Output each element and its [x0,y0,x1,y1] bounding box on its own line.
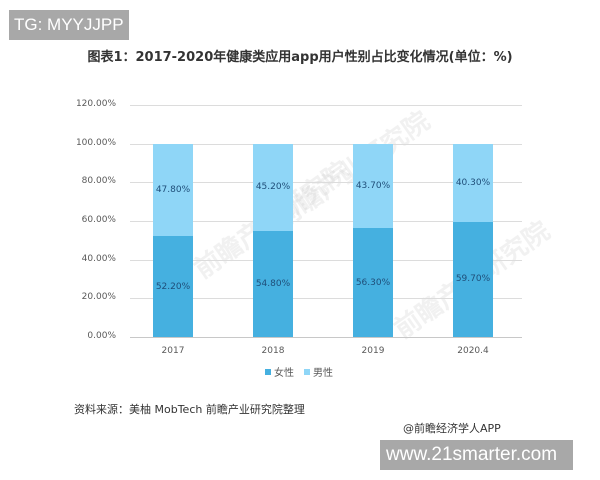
data-label: 45.20% [255,182,291,193]
bar-segment-female: 59.70% [453,221,493,337]
legend-label: 女性 [274,368,294,379]
bar-segment-female: 56.30% [353,228,393,337]
legend-item: 男性 [304,364,333,379]
gridline [130,337,522,338]
bar-segment-female: 52.20% [153,236,193,337]
data-label: 47.80% [155,184,191,195]
legend-item: 女性 [265,364,294,379]
bar-segment-male: 43.70% [353,143,393,229]
gridline [130,182,522,183]
data-label: 56.30% [355,277,391,288]
chart-legend: 女性 男性 [265,364,343,379]
bar-segment-male: 47.80% [153,143,193,237]
gridline [130,144,522,145]
y-axis-tick-label: 40.00% [81,254,116,264]
x-axis-tick-label: 2017 [161,346,185,356]
y-axis-tick-label: 80.00% [81,176,116,186]
credit-label: @前瞻经济学人APP [403,422,501,435]
gridline [130,221,522,222]
site-watermark-label: www.21smarter.com [380,440,573,470]
data-label: 43.70% [355,180,391,191]
gridline [130,105,522,106]
y-axis-tick-label: 120.00% [75,99,116,109]
data-source-note: 资料来源：美柚 MobTech 前瞻产业研究院整理 [74,403,305,416]
y-axis-tick-label: 100.00% [75,138,116,148]
y-axis-tick-label: 20.00% [81,292,116,302]
data-label: 40.30% [455,177,491,188]
x-axis-tick-label: 2019 [361,346,385,356]
x-axis-tick-label: 2018 [261,346,285,356]
tg-watermark-label: TG: MYYJJPP [9,10,129,40]
bar-segment-female: 54.80% [253,231,293,337]
data-label: 54.80% [255,279,291,290]
gridline [130,298,522,299]
y-axis-tick-label: 60.00% [81,215,116,225]
gridline [130,260,522,261]
data-label: 59.70% [455,274,491,285]
data-label: 52.20% [155,281,191,292]
legend-label: 男性 [313,368,333,379]
bar-segment-male: 40.30% [453,143,493,222]
bar-segment-male: 45.20% [253,143,293,232]
legend-swatch-icon [265,368,271,375]
y-axis-tick-label: 0.00% [87,331,116,341]
legend-swatch-icon [304,368,310,375]
chart-title: 图表1：2017-2020年健康类应用app用户性别占比变化情况(单位：%) [87,50,513,65]
x-axis-tick-label: 2020.4 [457,346,489,356]
